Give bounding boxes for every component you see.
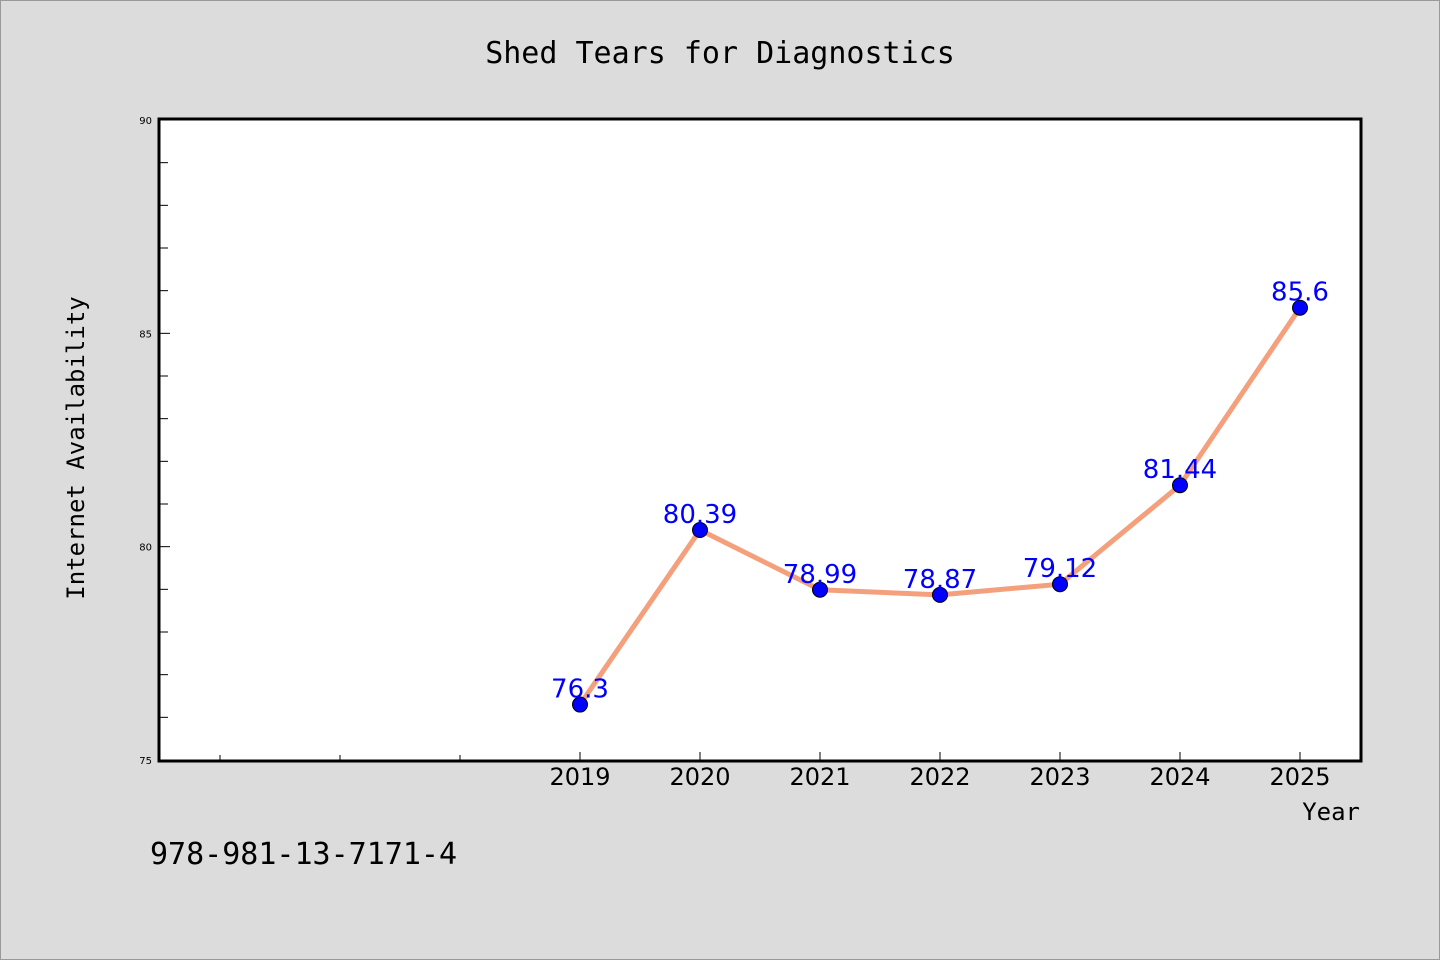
chart-title: Shed Tears for Diagnostics: [485, 36, 955, 71]
isbn-text: 978-981-13-7171-4: [150, 837, 457, 872]
x-tick-label: 2023: [1029, 763, 1090, 791]
x-axis: 2019 2020 2021 2022 2023 2024 2025: [219, 752, 1331, 791]
series-layer: [572, 299, 1308, 713]
data-point: [932, 586, 948, 603]
data-label: 78.99: [783, 560, 857, 590]
y-tick-label: 85: [139, 329, 152, 340]
data-point: [1172, 477, 1188, 494]
data-point: [1292, 299, 1308, 316]
plot-area: [157, 117, 1363, 763]
y-axis-label: Internet Availability: [62, 296, 90, 599]
data-point: [1052, 576, 1068, 593]
data-label: 79.12: [1023, 554, 1097, 584]
x-axis-label: Year: [1302, 798, 1360, 826]
y-tick-label: 80: [139, 543, 152, 554]
data-label: 81.44: [1143, 455, 1217, 485]
data-point: [812, 581, 828, 598]
y-axis: 75 80 85 90: [139, 116, 170, 767]
x-tick-label: 2025: [1269, 763, 1330, 791]
y-tick-label: 90: [139, 116, 152, 127]
data-label: 85.6: [1271, 278, 1329, 308]
x-tick-label: 2020: [669, 763, 730, 791]
data-point: [692, 522, 708, 539]
y-tick-label: 75: [139, 756, 152, 767]
x-tick-label: 2021: [789, 763, 850, 791]
x-tick-label: 2024: [1149, 763, 1210, 791]
data-label: 78.87: [903, 565, 977, 595]
data-label: 80.39: [663, 500, 737, 530]
data-point: [572, 696, 588, 713]
x-tick-label: 2019: [549, 763, 610, 791]
x-tick-label: 2022: [909, 763, 970, 791]
data-label: 76.3: [551, 675, 609, 705]
data-labels-layer: 76.3 80.39 78.99 78.87 79.12 81.44 85.6: [551, 278, 1329, 705]
